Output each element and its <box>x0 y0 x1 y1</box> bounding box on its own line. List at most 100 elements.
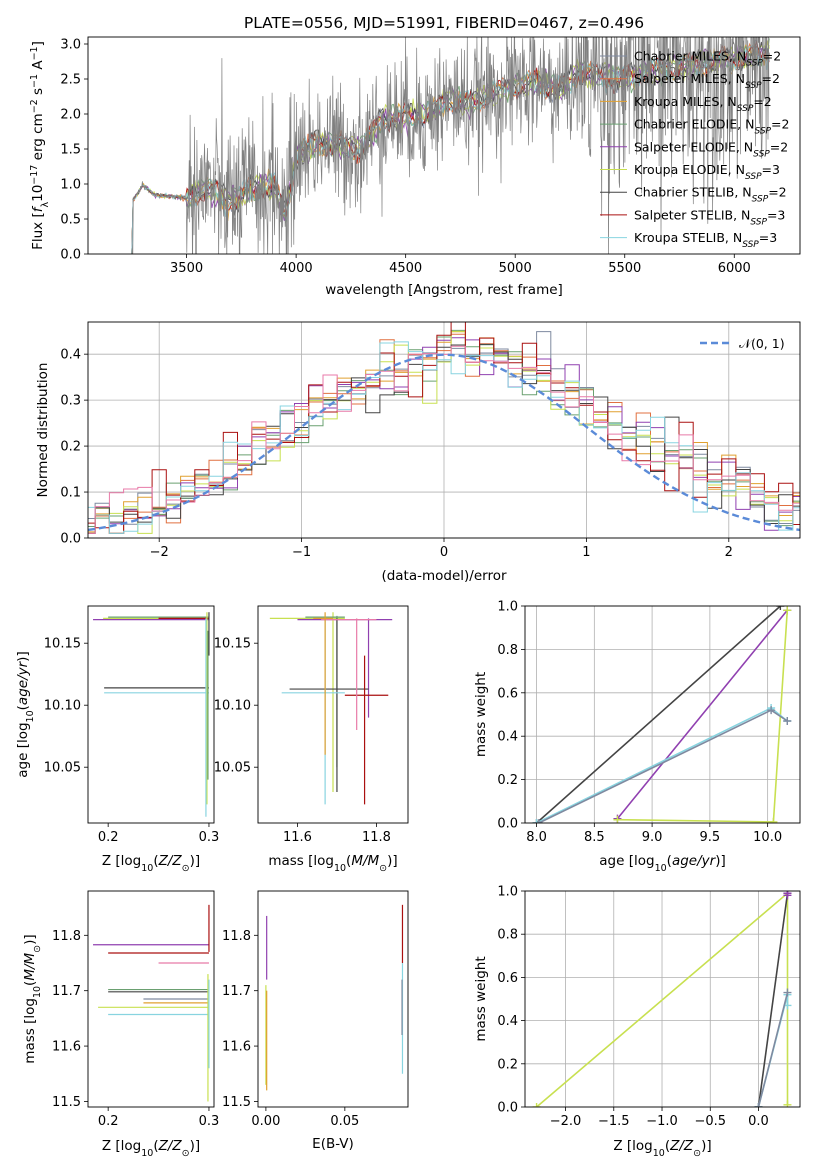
legend-tail: =2 <box>771 117 789 132</box>
label-part: −1 <box>29 74 40 88</box>
x-tick-label: 11.6 <box>283 830 312 845</box>
plot-area-weight-vs-Z <box>532 891 792 1107</box>
y-tick-label: 0.5 <box>60 213 81 228</box>
label-part: mass [log <box>268 853 334 869</box>
y-tick-label: 0.8 <box>497 928 518 943</box>
label-part: A <box>30 60 46 74</box>
x-tick-label: −1.0 <box>646 1114 678 1129</box>
plot-area-weight-vs-age <box>532 606 792 823</box>
legend-label: Salpeter MILES, NSSP=2 <box>634 71 780 91</box>
legend-label: Salpeter ELODIE, NSSP=2 <box>634 139 788 159</box>
x-tick-label: 0.2 <box>98 830 119 845</box>
normal-curve <box>88 353 800 532</box>
y-tick-label: 0.0 <box>497 817 518 832</box>
label-part: 10 <box>334 863 346 874</box>
y-tick-label: 11.5 <box>222 1095 251 1110</box>
legend-sub: SSP <box>753 149 770 159</box>
x-tick-label: 9.5 <box>700 830 721 845</box>
x-tick-label: 3500 <box>170 261 203 276</box>
weight-line <box>757 893 789 1107</box>
x-tick-label: −2 <box>150 545 169 560</box>
x-tick-label: −2.0 <box>550 1114 582 1129</box>
label-part: erg cm <box>30 113 46 164</box>
x-axis-label: Z [log10(Z/Z⊙)] <box>102 853 200 874</box>
y-axis-label: Normed distribution <box>35 363 51 498</box>
x-tick-label: 4500 <box>389 261 422 276</box>
legend-sub: SSP <box>750 217 767 227</box>
label-part: ( <box>667 853 672 869</box>
panel-mass-vs-ebv: 0.00 0.05 11.5 11.6 11.7 11.8 E(B-V) <box>222 890 409 1152</box>
label-part: 10 <box>141 1148 153 1159</box>
histogram-step <box>88 322 800 534</box>
y-tick-label: 10.15 <box>44 637 81 652</box>
x-tick-label: −1 <box>292 545 311 560</box>
plot-area-spectrum <box>131 37 770 254</box>
label-part: ( <box>153 1138 158 1154</box>
legend-text: Kroupa ELODIE, N <box>634 162 745 177</box>
y-tick-label: 11.8 <box>222 929 251 944</box>
label-part: ⊙ <box>693 1148 701 1159</box>
label-part: Z [log <box>613 1138 652 1154</box>
x-axis-label: Z [log10(Z/Z⊙)] <box>613 1138 711 1159</box>
weight-marker <box>783 606 792 615</box>
label-part: Z/Z <box>158 1138 183 1154</box>
x-axis-label: Z [log10(Z/Z⊙)] <box>102 1138 200 1159</box>
weight-marker <box>532 819 541 823</box>
chart-title: PLATE=0556, MJD=51991, FIBERID=0467, z=0… <box>244 14 644 32</box>
x-axis-label: E(B-V) <box>312 1136 354 1152</box>
axes-frame <box>87 890 215 1108</box>
y-tick-label: 11.7 <box>52 984 81 999</box>
weight-marker <box>532 1103 541 1107</box>
y-tick-label: 1.0 <box>60 178 81 193</box>
y-tick-label: 10.05 <box>214 761 251 776</box>
plot-area-age-vs-mass <box>269 612 393 805</box>
label-part: Z/Z <box>669 1138 694 1154</box>
legend-text: Chabrier MILES, N <box>634 49 746 64</box>
y-tick-label: 10.10 <box>214 699 251 714</box>
x-axis-label: wavelength [Angstrom, rest frame] <box>325 282 563 298</box>
legend-tail: =2 <box>753 94 771 109</box>
y-tick-label: 11.8 <box>52 929 81 944</box>
y-tick-label: 10.15 <box>214 637 251 652</box>
y-tick-label: 10.05 <box>44 761 81 776</box>
x-tick-label: 6000 <box>718 261 751 276</box>
x-tick-label: 1 <box>582 545 590 560</box>
x-tick-label: 9.0 <box>642 830 663 845</box>
axes-frame <box>524 605 801 824</box>
legend-sub: SSP <box>737 104 754 114</box>
y-axis-label: mass weight <box>473 672 489 757</box>
legend-text: Kroupa STELIB, N <box>634 230 742 245</box>
legend-sub: SSP <box>752 195 769 205</box>
histogram-step <box>88 341 800 534</box>
legend-sub: SSP <box>742 240 759 250</box>
plot-area-residuals <box>88 322 800 534</box>
axes-frame <box>524 890 801 1108</box>
legend-label: Kroupa ELODIE, NSSP=3 <box>634 162 780 182</box>
legend-tail: =2 <box>763 49 781 64</box>
legend-text: Chabrier STELIB, N <box>634 185 752 200</box>
x-tick-label: −0.5 <box>694 1114 726 1129</box>
plot-area-mass-vs-Z <box>93 904 210 1102</box>
y-tick-label: 0.2 <box>497 773 518 788</box>
legend-tail: =3 <box>767 207 785 222</box>
y-tick-label: 0.6 <box>497 971 518 986</box>
legend-sub: SSP <box>745 172 762 182</box>
label-part: 10 <box>32 986 43 998</box>
legend-sub: SSP <box>746 59 763 69</box>
histogram-step <box>88 330 800 534</box>
label-part: 10 <box>655 863 667 874</box>
x-tick-label: 0.00 <box>251 1114 280 1129</box>
y-tick-label: 3.0 <box>60 38 81 53</box>
panel-mass-vs-Z: 0.2 0.311.511.611.711.8Z [log10(Z/Z⊙)]mas… <box>22 890 219 1159</box>
label-part: ⊙ <box>182 1148 190 1159</box>
legend-label: Salpeter STELIB, NSSP=3 <box>634 207 785 227</box>
label-part: )] <box>190 853 201 869</box>
label-part: −1 <box>29 46 40 60</box>
label-part: ( <box>346 853 351 869</box>
label-part: )] <box>715 853 726 869</box>
legend-text: Kroupa MILES, N <box>634 94 737 109</box>
legend-text: Salpeter STELIB, N <box>634 207 750 222</box>
x-tick-label: 5500 <box>608 261 641 276</box>
axes-frame <box>87 36 801 255</box>
